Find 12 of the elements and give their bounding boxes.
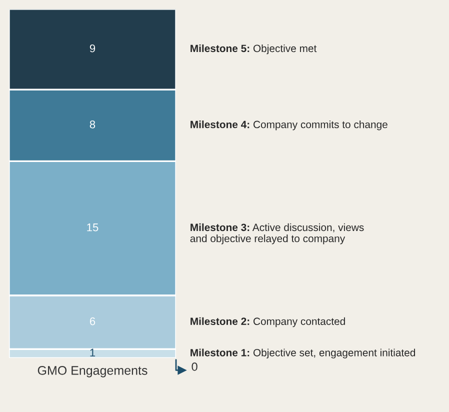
series-label: Milestone 1: Objective set, engagement initiated [190, 348, 416, 358]
series-label: Milestone 2: Company contacted [190, 317, 345, 328]
data-label: 6 [90, 317, 96, 326]
data-label: 15 [87, 224, 98, 232]
data-label: 1 [90, 348, 96, 356]
series-label: Milestone 3: Active discussion, views and objective relayed to company [190, 223, 364, 244]
series-label: Milestone 5: Objective met [190, 44, 317, 54]
series-label: Milestone 4: Company commits to change [190, 120, 388, 130]
x-axis-title: GMO Engagements [38, 366, 148, 378]
text: 0 [192, 362, 198, 371]
data-label: 9 [90, 44, 96, 52]
data-label: 8 [90, 120, 96, 128]
